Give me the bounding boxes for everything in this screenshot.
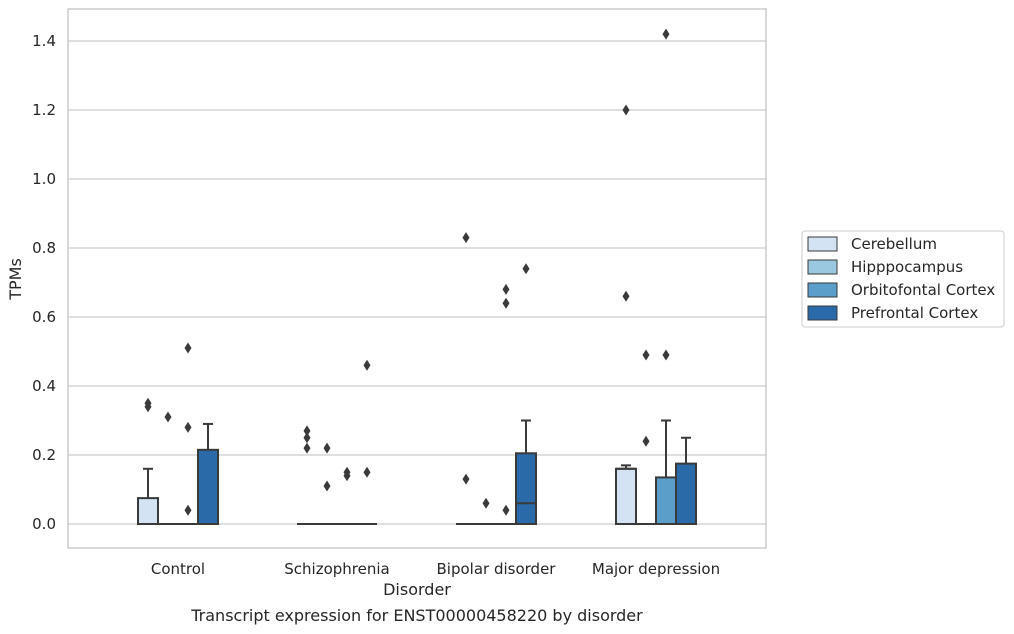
legend-swatch <box>807 236 838 252</box>
y-tick-label: 0.0 <box>32 515 56 533</box>
outlier-point <box>184 421 192 433</box>
y-tick-label: 0.2 <box>32 446 56 464</box>
outlier-point <box>343 470 351 482</box>
box-3-1 <box>357 359 377 525</box>
x-tick-labels: Control Schizophrenia Bipolar disorder Majo… <box>151 560 720 578</box>
box-body <box>675 462 697 525</box>
outlier-point <box>184 504 192 516</box>
box-0-1 <box>297 425 317 525</box>
outlier-point <box>462 232 470 244</box>
x-tick-label: Schizophrenia <box>284 560 389 578</box>
box-body <box>515 452 537 525</box>
box-1-3 <box>636 349 656 525</box>
y-axis-label: TPMs <box>6 258 25 301</box>
legend-label: Orbitofontal Cortex <box>851 281 995 299</box>
box-2-3 <box>655 28 677 525</box>
y-tick-label: 0.4 <box>32 377 56 395</box>
outlier-point <box>482 497 490 509</box>
y-tick-label: 1.0 <box>32 170 56 188</box>
x-tick-label: Major depression <box>592 560 720 578</box>
legend: Cerebellum Hipppocampus Orbitofontal Corte… <box>801 230 1005 328</box>
outlier-point <box>462 473 470 485</box>
y-tick-label: 0.6 <box>32 308 56 326</box>
box-0-0 <box>137 397 159 525</box>
outlier-point <box>502 283 510 295</box>
outlier-point <box>323 442 331 454</box>
box-2-2 <box>496 283 516 525</box>
outlier-point <box>303 442 311 454</box>
outlier-point <box>622 290 630 302</box>
box-2-0 <box>178 342 198 525</box>
outlier-point <box>184 342 192 354</box>
box-2-1 <box>337 466 357 525</box>
box-body <box>655 476 677 525</box>
outlier-point <box>363 466 371 478</box>
legend-swatch <box>807 305 838 321</box>
outlier-point <box>642 435 650 447</box>
x-tick-label: Control <box>151 560 205 578</box>
box-3-0 <box>197 422 219 526</box>
box-3-2 <box>515 263 537 525</box>
outlier-point <box>164 411 172 423</box>
outlier-point <box>622 104 630 116</box>
x-axis-label: Disorder <box>383 580 451 599</box>
y-tick-label: 1.2 <box>32 101 56 119</box>
box-0-3 <box>615 104 637 525</box>
legend-frame <box>801 230 1005 328</box>
outlier-point <box>502 297 510 309</box>
figure-caption: Transcript expression for ENST0000045822… <box>191 606 643 625</box>
legend-label: Cerebellum <box>851 235 937 253</box>
gridlines <box>68 40 766 525</box>
outlier-point <box>303 425 311 437</box>
box-body <box>197 448 219 526</box>
plot-frame <box>67 8 767 549</box>
box-1-1 <box>317 442 337 525</box>
outlier-point <box>642 349 650 361</box>
box-1-0 <box>158 411 178 525</box>
outlier-point <box>662 349 670 361</box>
box-body <box>615 467 637 525</box>
box-0-2 <box>456 232 476 525</box>
box-groups <box>137 28 697 526</box>
outlier-point <box>662 28 670 40</box>
outlier-point <box>303 432 311 444</box>
outlier-point <box>363 359 371 371</box>
legend-label: Hipppocampus <box>851 258 963 276</box>
outlier-point <box>522 263 530 275</box>
y-tick-label: 0.8 <box>32 239 56 257</box>
x-tick-label: Bipolar disorder <box>437 560 557 578</box>
outlier-point <box>502 504 510 516</box>
legend-swatch <box>807 282 838 298</box>
legend-swatch <box>807 259 838 275</box>
box-3-3 <box>675 436 697 525</box>
y-tick-label: 1.4 <box>32 32 56 50</box>
y-tick-labels: 0.0 0.2 0.4 0.6 0.8 1.0 1.2 1.4 <box>32 32 56 533</box>
box-body <box>137 497 159 525</box>
outlier-point <box>323 480 331 492</box>
legend-label: Prefrontal Cortex <box>851 304 978 322</box>
box-1-2 <box>476 497 496 525</box>
outlier-point <box>144 401 152 413</box>
